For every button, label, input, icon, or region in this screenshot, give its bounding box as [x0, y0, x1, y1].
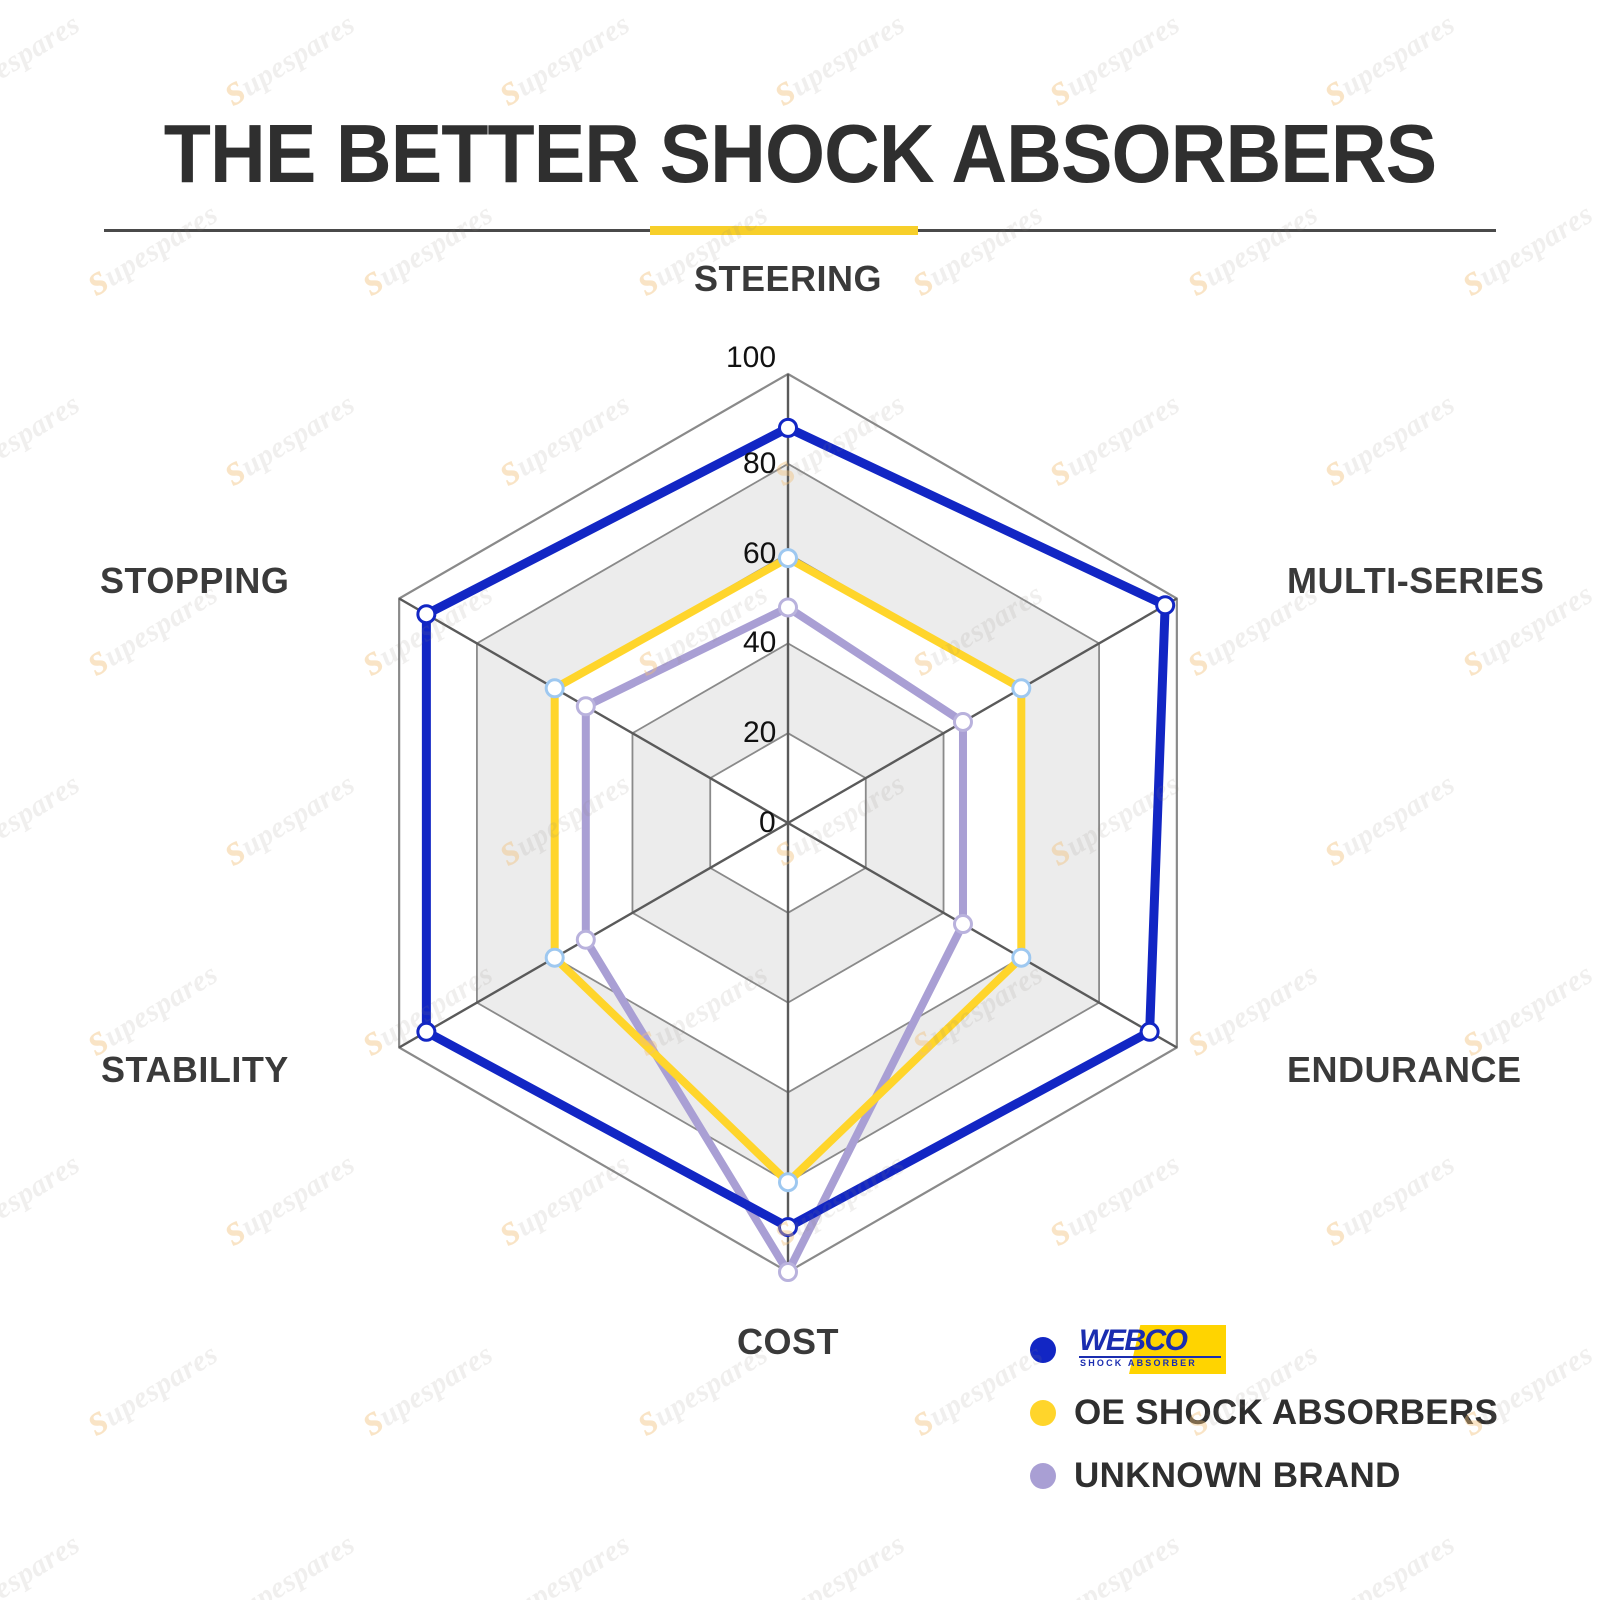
axis-label-multi-series: MULTI-SERIES: [1287, 560, 1545, 601]
webco-logo-subtitle: SHOCK ABSORBER: [1080, 1358, 1197, 1368]
webco-logo-wordmark: WEBCO: [1079, 1325, 1188, 1357]
radar-point-marker[interactable]: [575, 929, 596, 950]
tick-label-60: 60: [743, 537, 777, 570]
radar-point-marker[interactable]: [1011, 678, 1032, 699]
radar-point-marker[interactable]: [952, 711, 973, 732]
axis-label-endurance: ENDURANCE: [1287, 1049, 1522, 1090]
radar-point-marker[interactable]: [778, 597, 798, 618]
webco-logo-underline: [1079, 1356, 1221, 1358]
radar-point-marker[interactable]: [575, 696, 596, 717]
radar-point-marker[interactable]: [778, 1172, 798, 1193]
radar-point-marker[interactable]: [778, 417, 798, 438]
radar-point-marker[interactable]: [544, 678, 565, 699]
legend-item-unknown[interactable]: UNKNOWN BRAND: [1030, 1444, 1498, 1507]
radar-point-marker[interactable]: [952, 914, 973, 935]
legend-label-oe: OE SHOCK ABSORBERS: [1074, 1392, 1499, 1432]
radar-point-marker[interactable]: [544, 947, 565, 968]
radar-point-marker[interactable]: [1139, 1021, 1160, 1042]
radar-point-marker[interactable]: [1155, 595, 1176, 616]
legend-swatch-webco: [1030, 1336, 1056, 1363]
radar-point-marker[interactable]: [416, 604, 437, 625]
title-divider-accent: [650, 226, 918, 235]
radar-point-marker[interactable]: [778, 1217, 798, 1238]
radar-spoke: [787, 597, 1178, 825]
radar-point-markers: [416, 417, 1176, 1282]
tick-label-100: 100: [726, 341, 777, 374]
tick-label-0: 0: [759, 806, 776, 839]
legend-item-webco[interactable]: WEBCO SHOCK ABSORBER: [1030, 1318, 1498, 1381]
chart-legend: WEBCO SHOCK ABSORBER OE SHOCK ABSORBERS …: [1030, 1318, 1498, 1507]
radar-spoke: [787, 821, 1178, 1049]
radar-point-marker[interactable]: [778, 1262, 798, 1282]
axis-label-cost: COST: [737, 1321, 840, 1362]
webco-logo: WEBCO SHOCK ABSORBER: [1074, 1325, 1226, 1374]
tick-label-80: 80: [743, 447, 777, 480]
radar-point-marker[interactable]: [416, 1021, 437, 1042]
tick-label-40: 40: [743, 626, 777, 659]
legend-item-oe[interactable]: OE SHOCK ABSORBERS: [1030, 1381, 1498, 1444]
radar-point-marker[interactable]: [778, 548, 798, 569]
legend-swatch-oe: [1030, 1399, 1056, 1426]
page-title: THE BETTER SHOCK ABSORBERS: [163, 107, 1437, 200]
axis-label-steering: STEERING: [694, 258, 883, 299]
radar-band: [632, 643, 944, 1003]
axis-label-stability: STABILITY: [101, 1049, 289, 1090]
tick-label-20: 20: [743, 716, 777, 749]
axis-label-stopping: STOPPING: [100, 560, 290, 601]
legend-label-unknown: UNKNOWN BRAND: [1074, 1455, 1401, 1495]
legend-swatch-unknown: [1030, 1462, 1056, 1489]
radar-point-marker[interactable]: [1011, 947, 1032, 968]
